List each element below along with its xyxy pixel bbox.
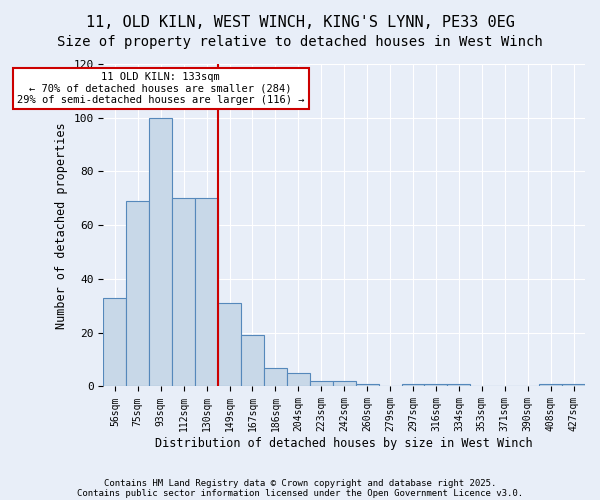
Bar bbox=[172, 198, 195, 386]
Bar bbox=[310, 381, 333, 386]
Text: Contains HM Land Registry data © Crown copyright and database right 2025.: Contains HM Land Registry data © Crown c… bbox=[104, 478, 496, 488]
Bar bbox=[333, 381, 356, 386]
Bar bbox=[287, 373, 310, 386]
Bar bbox=[356, 384, 379, 386]
Bar bbox=[401, 384, 424, 386]
Bar bbox=[264, 368, 287, 386]
Bar bbox=[218, 303, 241, 386]
Bar bbox=[127, 201, 149, 386]
Bar bbox=[149, 118, 172, 386]
Bar bbox=[241, 336, 264, 386]
Bar bbox=[103, 298, 127, 386]
Text: 11, OLD KILN, WEST WINCH, KING'S LYNN, PE33 0EG: 11, OLD KILN, WEST WINCH, KING'S LYNN, P… bbox=[86, 15, 514, 30]
Bar bbox=[539, 384, 562, 386]
Bar bbox=[195, 198, 218, 386]
X-axis label: Distribution of detached houses by size in West Winch: Distribution of detached houses by size … bbox=[155, 437, 533, 450]
Text: Size of property relative to detached houses in West Winch: Size of property relative to detached ho… bbox=[57, 35, 543, 49]
Text: Contains public sector information licensed under the Open Government Licence v3: Contains public sector information licen… bbox=[77, 488, 523, 498]
Y-axis label: Number of detached properties: Number of detached properties bbox=[55, 122, 68, 328]
Bar bbox=[562, 384, 585, 386]
Text: 11 OLD KILN: 133sqm
← 70% of detached houses are smaller (284)
29% of semi-detac: 11 OLD KILN: 133sqm ← 70% of detached ho… bbox=[17, 72, 304, 106]
Bar bbox=[448, 384, 470, 386]
Bar bbox=[424, 384, 448, 386]
